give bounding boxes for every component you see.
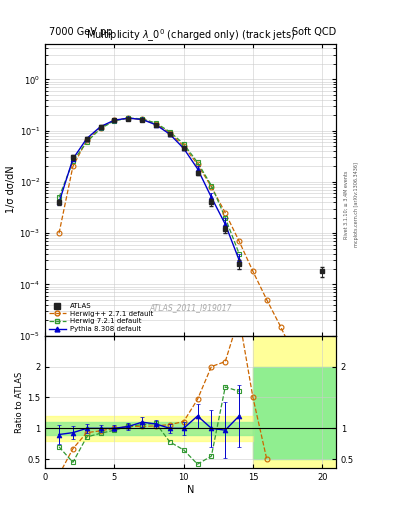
Y-axis label: 1/σ dσ/dN: 1/σ dσ/dN — [6, 166, 17, 214]
Title: Multiplicity $\lambda\_0^0$ (charged only) (track jets): Multiplicity $\lambda\_0^0$ (charged onl… — [86, 27, 296, 44]
Text: Soft QCD: Soft QCD — [292, 27, 336, 37]
Text: 7000 GeV pp: 7000 GeV pp — [49, 27, 113, 37]
Text: Rivet 3.1.10; ≥ 3.4M events: Rivet 3.1.10; ≥ 3.4M events — [344, 170, 349, 239]
X-axis label: N: N — [187, 485, 194, 495]
Text: mcplots.cern.ch [arXiv:1306.3436]: mcplots.cern.ch [arXiv:1306.3436] — [354, 162, 359, 247]
Legend: ATLAS, Herwig++ 2.7.1 default, Herwig 7.2.1 default, Pythia 8.308 default: ATLAS, Herwig++ 2.7.1 default, Herwig 7.… — [49, 303, 153, 332]
Text: ATLAS_2011_I919017: ATLAS_2011_I919017 — [149, 303, 232, 312]
Y-axis label: Ratio to ATLAS: Ratio to ATLAS — [15, 371, 24, 433]
